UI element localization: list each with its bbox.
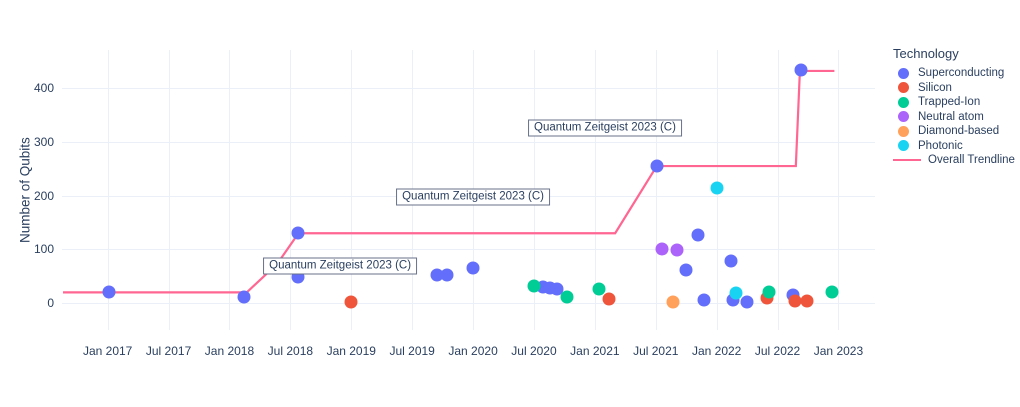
annotation-label: Quantum Zeitgeist 2023 (C) <box>528 119 682 137</box>
x-tick-label: Jan 2020 <box>448 344 498 358</box>
marker-superconducting[interactable] <box>102 285 116 299</box>
x-tick-label: Jul 2022 <box>754 344 801 358</box>
legend-label: Photonic <box>918 139 963 152</box>
y-tick-label: 400 <box>33 81 54 96</box>
marker-silicon[interactable] <box>788 294 802 308</box>
marker-superconducting[interactable] <box>650 159 664 173</box>
legend-label: Neutral atom <box>918 110 984 123</box>
marker-photonic[interactable] <box>729 286 743 300</box>
legend-item-diamond-based[interactable]: Diamond-based <box>893 124 1015 139</box>
v-gridline <box>777 50 779 330</box>
legend-swatch-superconducting <box>898 67 909 79</box>
x-tick-label: Jul 2019 <box>389 344 435 358</box>
marker-superconducting[interactable] <box>724 254 738 268</box>
y-tick-label: 200 <box>33 188 54 203</box>
marker-superconducting[interactable] <box>237 290 251 304</box>
legend-item-photonic[interactable]: Photonic <box>893 139 1015 154</box>
legend-label: Silicon <box>918 81 952 94</box>
marker-superconducting[interactable] <box>550 282 564 296</box>
v-gridline <box>229 50 231 330</box>
marker-superconducting[interactable] <box>466 261 480 275</box>
x-tick-label: Jan 2021 <box>570 344 620 358</box>
v-gridline <box>838 50 840 330</box>
marker-trapped-ion[interactable] <box>560 290 574 304</box>
legend-trendline-swatch <box>893 159 921 162</box>
y-tick-label: 100 <box>33 242 54 257</box>
legend: Technology Superconducting Silicon Trapped… <box>893 46 1015 168</box>
marker-superconducting[interactable] <box>691 228 705 242</box>
marker-diamond-based[interactable] <box>666 295 680 309</box>
v-gridline <box>351 50 353 330</box>
legend-swatch-neutral-atom <box>898 111 909 123</box>
legend-label: Superconducting <box>918 67 1005 80</box>
h-gridline <box>62 303 875 305</box>
legend-item-superconducting[interactable]: Superconducting <box>893 66 1015 81</box>
x-tick-label: Jan 2018 <box>204 344 255 358</box>
marker-superconducting[interactable] <box>679 263 693 277</box>
x-tick-label: Jul 2018 <box>267 344 314 358</box>
legend-items: Superconducting Silicon Trapped-Ion Neutral… <box>893 66 1015 168</box>
marker-superconducting[interactable] <box>697 293 711 307</box>
marker-silicon[interactable] <box>344 295 358 309</box>
legend-swatch-diamond-based <box>898 125 909 137</box>
y-tick-label: 0 <box>47 296 54 311</box>
x-tick-label: Jan 2023 <box>813 344 864 358</box>
legend-swatch-silicon <box>898 82 909 94</box>
marker-neutral-atom[interactable] <box>670 243 684 257</box>
legend-label: Trapped-Ion <box>918 96 981 109</box>
marker-photonic[interactable] <box>710 181 724 195</box>
h-gridline <box>62 88 875 90</box>
marker-silicon[interactable] <box>800 294 814 308</box>
x-tick-label: Jul 2017 <box>145 344 192 358</box>
h-gridline <box>62 249 875 251</box>
v-gridline <box>168 50 170 330</box>
legend-item-overall-trendline[interactable]: Overall Trendline <box>893 153 1015 168</box>
legend-item-trapped-ion[interactable]: Trapped-Ion <box>893 95 1015 110</box>
marker-superconducting[interactable] <box>440 268 454 282</box>
x-tick-label: Jul 2020 <box>511 344 557 358</box>
legend-item-neutral-atom[interactable]: Neutral atom <box>893 110 1015 125</box>
legend-swatch-photonic <box>898 140 909 152</box>
marker-superconducting[interactable] <box>291 226 305 240</box>
marker-superconducting[interactable] <box>740 295 754 309</box>
x-tick-label: Jul 2021 <box>633 344 679 358</box>
legend-label: Diamond-based <box>918 125 1000 138</box>
marker-neutral-atom[interactable] <box>655 242 669 256</box>
h-gridline <box>62 141 875 143</box>
legend-label: Overall Trendline <box>928 154 1015 167</box>
legend-title: Technology <box>893 46 959 61</box>
x-tick-label: Jan 2019 <box>326 344 376 358</box>
x-tick-label: Jan 2022 <box>691 344 742 358</box>
y-tick-label: 300 <box>33 134 54 149</box>
v-gridline <box>290 50 292 330</box>
annotation-label: Quantum Zeitgeist 2023 (C) <box>263 257 418 275</box>
annotation-label: Quantum Zeitgeist 2023 (C) <box>396 188 551 206</box>
marker-superconducting[interactable] <box>430 268 444 282</box>
marker-trapped-ion[interactable] <box>762 285 776 299</box>
marker-trapped-ion[interactable] <box>592 282 606 296</box>
marker-superconducting[interactable] <box>794 63 808 77</box>
v-gridline <box>655 50 657 330</box>
marker-silicon[interactable] <box>602 292 616 306</box>
legend-item-silicon[interactable]: Silicon <box>893 81 1015 96</box>
marker-trapped-ion[interactable] <box>527 279 541 293</box>
marker-trapped-ion[interactable] <box>825 285 839 299</box>
legend-swatch-trapped-ion <box>898 96 909 108</box>
x-tick-label: Jan 2017 <box>82 344 133 358</box>
